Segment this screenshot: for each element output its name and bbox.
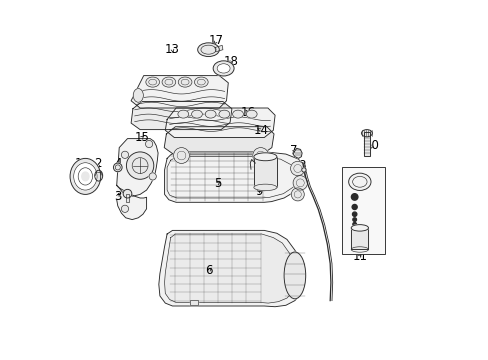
Circle shape — [123, 189, 132, 198]
Text: 17: 17 — [208, 34, 224, 47]
Text: 6: 6 — [204, 264, 212, 277]
Text: 4: 4 — [114, 157, 122, 170]
Polygon shape — [117, 185, 146, 220]
Text: 9: 9 — [255, 185, 262, 198]
Ellipse shape — [178, 77, 192, 87]
Text: 15: 15 — [134, 131, 149, 144]
Text: 14: 14 — [253, 124, 267, 137]
Text: 13: 13 — [165, 43, 180, 56]
Bar — [190, 300, 197, 305]
Circle shape — [290, 161, 305, 176]
Circle shape — [126, 152, 153, 179]
Circle shape — [352, 212, 356, 216]
Polygon shape — [165, 108, 275, 138]
Ellipse shape — [253, 184, 276, 191]
Text: 7: 7 — [290, 144, 297, 157]
Text: 18: 18 — [223, 55, 238, 68]
Bar — [190, 300, 197, 305]
Ellipse shape — [74, 163, 97, 190]
Circle shape — [301, 168, 305, 172]
Text: 12: 12 — [371, 198, 386, 211]
Circle shape — [145, 140, 152, 148]
Ellipse shape — [284, 252, 305, 299]
Text: 1: 1 — [74, 157, 82, 170]
Bar — [363, 132, 369, 156]
Circle shape — [351, 204, 356, 210]
Circle shape — [292, 176, 307, 190]
Circle shape — [352, 218, 356, 221]
Bar — [350, 228, 368, 249]
Ellipse shape — [350, 225, 368, 231]
Circle shape — [121, 205, 128, 212]
Ellipse shape — [95, 170, 102, 181]
Text: 10: 10 — [364, 139, 379, 152]
Circle shape — [121, 151, 128, 158]
Polygon shape — [215, 45, 223, 52]
Polygon shape — [131, 76, 228, 108]
Text: 3: 3 — [114, 190, 121, 203]
Text: 5: 5 — [213, 177, 221, 190]
Ellipse shape — [191, 110, 202, 118]
Ellipse shape — [178, 110, 188, 118]
Circle shape — [352, 222, 356, 226]
Ellipse shape — [162, 77, 175, 87]
Circle shape — [113, 163, 122, 172]
Polygon shape — [164, 127, 273, 154]
Ellipse shape — [217, 64, 230, 73]
Circle shape — [173, 148, 189, 163]
Ellipse shape — [194, 77, 208, 87]
Circle shape — [149, 173, 156, 180]
Ellipse shape — [361, 130, 371, 137]
Bar — [126, 194, 129, 202]
Ellipse shape — [348, 173, 370, 190]
Text: 16: 16 — [240, 106, 255, 119]
Circle shape — [291, 188, 304, 201]
Bar — [341, 167, 384, 254]
Ellipse shape — [246, 110, 257, 118]
Ellipse shape — [133, 89, 143, 102]
Text: 11: 11 — [351, 250, 366, 263]
Bar — [253, 157, 276, 188]
Ellipse shape — [145, 77, 159, 87]
Ellipse shape — [232, 110, 243, 118]
Polygon shape — [117, 139, 158, 196]
Ellipse shape — [253, 153, 276, 161]
Bar — [126, 194, 129, 202]
Ellipse shape — [81, 172, 89, 181]
Ellipse shape — [205, 110, 216, 118]
Bar — [363, 132, 369, 156]
Text: 2: 2 — [94, 157, 101, 170]
Ellipse shape — [213, 61, 234, 76]
Circle shape — [252, 148, 268, 163]
Polygon shape — [131, 102, 231, 130]
Polygon shape — [159, 230, 305, 307]
Circle shape — [351, 194, 357, 200]
Ellipse shape — [219, 110, 229, 118]
Ellipse shape — [70, 158, 101, 194]
Bar — [253, 157, 276, 188]
Ellipse shape — [197, 43, 219, 57]
Polygon shape — [292, 148, 302, 158]
Polygon shape — [164, 152, 305, 202]
Bar — [350, 228, 368, 249]
Polygon shape — [164, 234, 297, 303]
Text: 8: 8 — [298, 159, 305, 172]
